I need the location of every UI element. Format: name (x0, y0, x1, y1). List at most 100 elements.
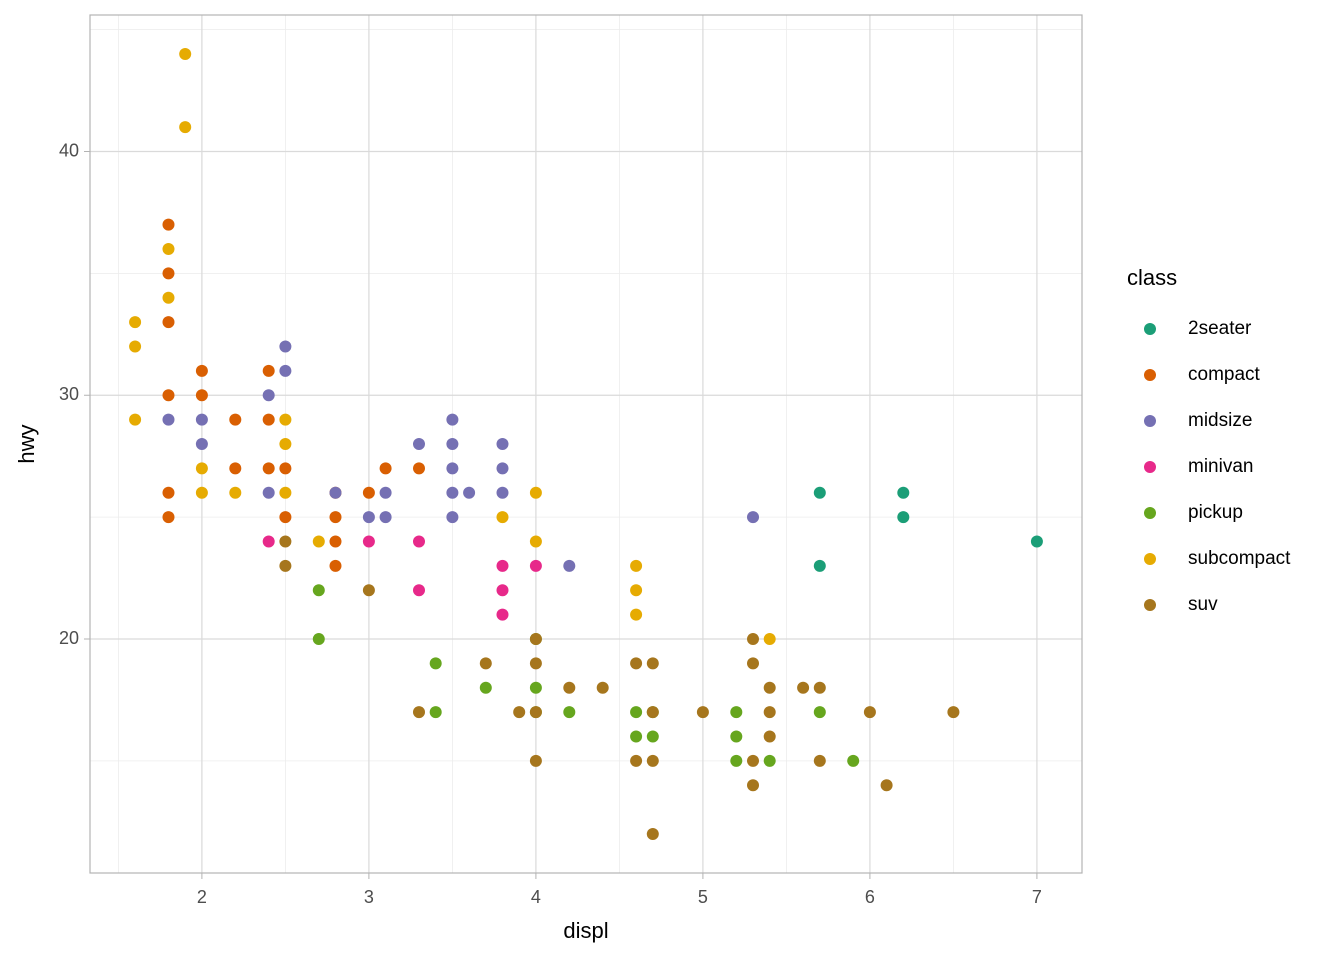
x-tick-label: 2 (197, 887, 207, 907)
point (496, 559, 509, 572)
point (730, 754, 743, 767)
legend-label: suv (1188, 594, 1218, 615)
point (630, 608, 643, 621)
point (279, 413, 292, 426)
point (563, 681, 576, 694)
point (329, 511, 342, 524)
point (195, 438, 208, 450)
y-tick-label: 40 (59, 140, 79, 160)
point (379, 486, 392, 499)
point (279, 511, 292, 524)
point (529, 754, 542, 767)
point (412, 438, 425, 450)
point (446, 438, 459, 450)
point (563, 559, 576, 572)
point (179, 48, 192, 60)
point (646, 754, 659, 767)
point (279, 559, 292, 572)
points (129, 48, 1043, 840)
point (262, 364, 275, 377)
point (747, 657, 760, 670)
point (797, 681, 810, 694)
legend-title: class (1127, 265, 1177, 290)
point (463, 486, 476, 499)
point (412, 584, 425, 597)
point (412, 535, 425, 548)
point (362, 535, 375, 548)
point (129, 316, 142, 329)
legend-key (1144, 415, 1156, 427)
point (813, 754, 826, 767)
point (813, 486, 826, 499)
x-tick-label: 3 (364, 887, 374, 907)
point (730, 730, 743, 743)
point (229, 462, 242, 475)
point (195, 364, 208, 377)
point (312, 633, 325, 645)
point (596, 681, 609, 694)
point (162, 511, 175, 524)
point (529, 559, 542, 572)
point (529, 657, 542, 670)
point (763, 706, 776, 719)
point (429, 657, 442, 670)
point (446, 511, 459, 524)
point (412, 706, 425, 719)
point (529, 633, 542, 645)
point (763, 681, 776, 694)
legend-key (1144, 461, 1156, 473)
legend-label: pickup (1188, 502, 1243, 523)
point (479, 681, 492, 694)
point (763, 730, 776, 743)
point (563, 706, 576, 719)
point (646, 730, 659, 743)
point (529, 535, 542, 548)
point (262, 413, 275, 426)
legend-label: subcompact (1188, 548, 1291, 569)
point (162, 291, 175, 304)
point (847, 754, 860, 767)
point (446, 486, 459, 499)
point (813, 706, 826, 719)
legend-label: minivan (1188, 456, 1253, 477)
point (630, 657, 643, 670)
point (129, 413, 142, 426)
point (162, 389, 175, 402)
point (279, 535, 292, 548)
point (195, 413, 208, 426)
point (262, 535, 275, 548)
point (362, 584, 375, 597)
point (162, 486, 175, 499)
point (329, 486, 342, 499)
point (747, 633, 760, 645)
point (529, 486, 542, 499)
point (162, 413, 175, 426)
point (379, 462, 392, 475)
point (630, 706, 643, 719)
point (279, 486, 292, 499)
y-axis-title: hwy (14, 424, 39, 463)
point (747, 754, 760, 767)
legend-key (1144, 369, 1156, 381)
point (646, 657, 659, 670)
point (630, 754, 643, 767)
panel-border (89, 14, 1083, 874)
point (312, 584, 325, 597)
point (730, 706, 743, 719)
point (630, 559, 643, 572)
point (229, 413, 242, 426)
legend-label: compact (1188, 364, 1261, 385)
point (379, 511, 392, 524)
point (529, 706, 542, 719)
point (747, 511, 760, 524)
legend-key (1144, 323, 1156, 335)
point (646, 828, 659, 840)
point (479, 657, 492, 670)
point (195, 389, 208, 402)
point (429, 706, 442, 719)
point (513, 706, 526, 719)
point (279, 340, 292, 353)
point (496, 608, 509, 621)
